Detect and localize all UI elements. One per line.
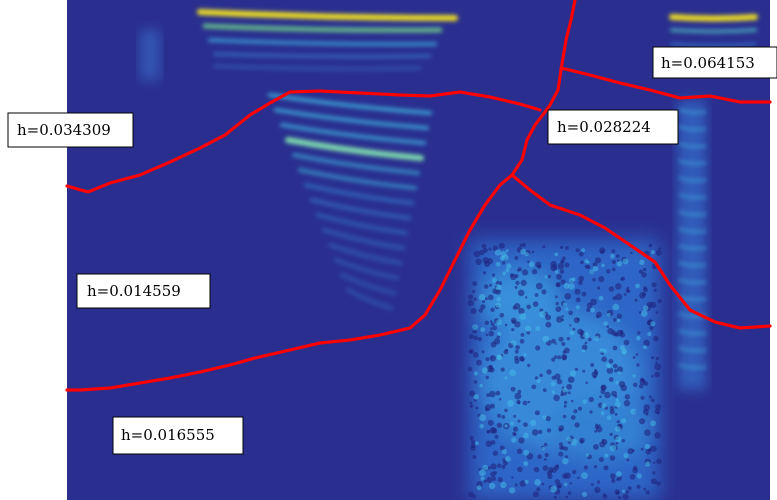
region-label-text: h=0.064153 xyxy=(661,54,755,72)
region-boundaries xyxy=(65,0,772,392)
region-label-left-upper: h=0.034309 xyxy=(7,112,134,148)
region-labels: h=0.034309 h=0.064153 h=0.028224 h=0.014… xyxy=(7,46,777,455)
region-label-right-upper: h=0.064153 xyxy=(652,46,777,79)
region-label-text: h=0.014559 xyxy=(87,282,181,300)
boundary-right-lower xyxy=(510,173,772,330)
region-label-center-right: h=0.028224 xyxy=(547,109,679,145)
region-label-text: h=0.028224 xyxy=(557,118,651,136)
region-label-text: h=0.016555 xyxy=(121,426,215,444)
harmonic-bands xyxy=(197,9,758,370)
boundary-diagonal xyxy=(65,173,514,392)
boundary-left-upper xyxy=(65,89,542,194)
region-label-left-middle: h=0.014559 xyxy=(76,273,211,309)
boundary-right-upper xyxy=(559,66,772,104)
boundary-vertical xyxy=(510,0,577,177)
left-faint-column xyxy=(140,30,160,80)
right-column-texture xyxy=(678,100,706,390)
spectrogram-energy xyxy=(140,9,758,500)
region-label-left-lower: h=0.016555 xyxy=(112,416,244,455)
noise-dots xyxy=(467,242,662,500)
region-label-text: h=0.034309 xyxy=(17,121,111,139)
